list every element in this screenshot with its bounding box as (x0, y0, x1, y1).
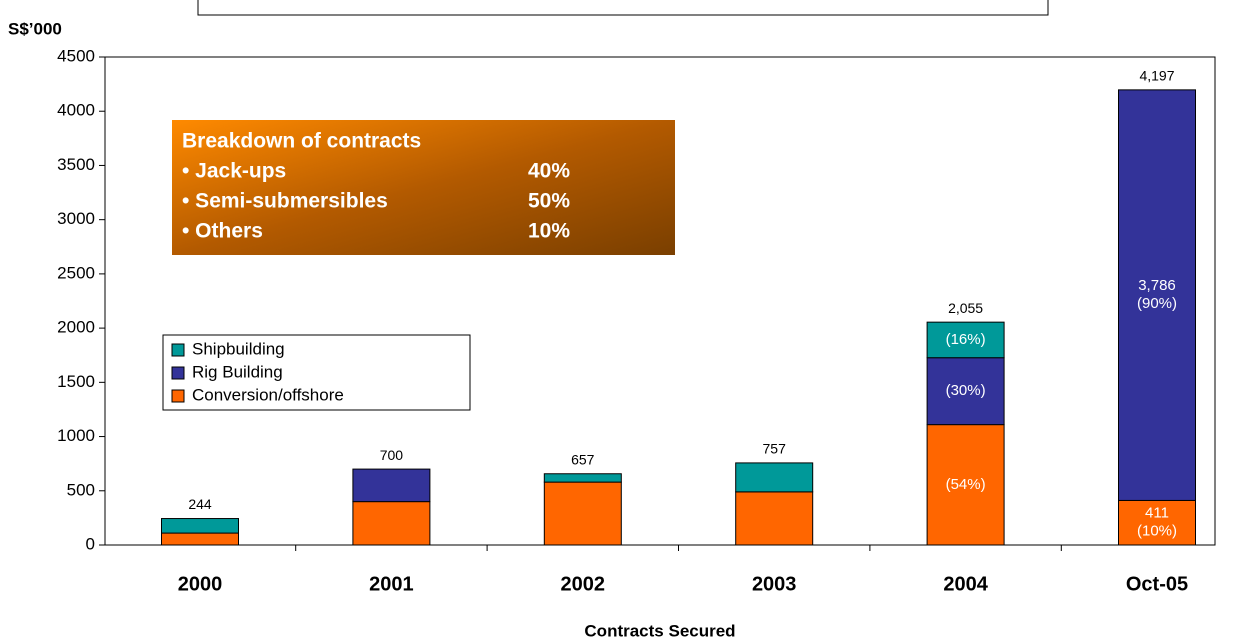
segment-share-label: (90%) (1137, 295, 1177, 312)
bar-segment (543, 473, 622, 483)
inset-item: • Semi-submersibles (182, 190, 388, 213)
y-tick-label: 0 (86, 534, 95, 553)
y-tick-label: 500 (67, 480, 95, 499)
bar-segment (161, 518, 239, 534)
total-label: 700 (380, 447, 404, 463)
y-tick-label: 1000 (57, 426, 95, 445)
inset-box (172, 120, 675, 255)
bar-segment (735, 462, 814, 493)
bar-segment (352, 468, 431, 503)
inset-share: 50% (528, 190, 570, 213)
legend-label: Conversion/offshore (192, 385, 344, 404)
legend-label: Rig Building (192, 362, 283, 381)
y-tick-label: 4000 (57, 101, 95, 120)
inset-item: • Jack-ups (182, 160, 286, 183)
title-box (197, 0, 1049, 16)
bar-segment (1118, 499, 1196, 546)
x-tick-label: 2004 (943, 573, 988, 595)
legend (162, 334, 471, 411)
bar-segment (543, 481, 622, 546)
bar-segment (926, 357, 1005, 426)
inset-title: Breakdown of contracts (182, 130, 421, 153)
bar-segment (352, 501, 431, 546)
segment-value-label: 3,786 (1138, 277, 1176, 294)
bar-segment (926, 321, 1005, 359)
segment-share-label: (54%) (946, 476, 986, 493)
y-axis-title: S$’000 (8, 19, 62, 38)
bar-segment (1118, 89, 1196, 501)
total-label: 4,197 (1139, 68, 1174, 84)
segment-share-label: (16%) (946, 331, 986, 348)
total-label: 757 (763, 441, 787, 457)
x-tick-label: 2001 (369, 573, 414, 595)
inset-item: • Others (182, 220, 263, 243)
segment-share-label: (30%) (946, 382, 986, 399)
legend-swatch (171, 366, 185, 380)
legend-label: Shipbuilding (192, 339, 285, 358)
bar-segment (926, 424, 1005, 546)
y-tick-label: 3000 (57, 209, 95, 228)
y-tick-label: 3500 (57, 155, 95, 174)
bar-segment (735, 491, 814, 546)
y-tick-label: 2500 (57, 263, 95, 282)
x-tick-label: 2003 (752, 573, 797, 595)
x-tick-label: 2002 (561, 573, 606, 595)
total-label: 244 (188, 496, 212, 512)
x-axis-title: Contracts Secured (584, 621, 735, 640)
total-label: 657 (571, 451, 595, 467)
legend-swatch (171, 389, 185, 403)
segment-share-label: (10%) (1137, 523, 1177, 540)
plot-frame (104, 56, 1216, 546)
legend-swatch (171, 343, 185, 357)
bar-segment (161, 532, 239, 546)
total-label: 2,055 (948, 300, 983, 316)
inset-share: 40% (528, 160, 570, 183)
segment-value-label: 411 (1145, 505, 1169, 522)
inset-share: 10% (528, 220, 570, 243)
y-tick-label: 2000 (57, 318, 95, 337)
y-tick-label: 1500 (57, 372, 95, 391)
x-tick-label: Oct-05 (1126, 573, 1188, 595)
y-tick-label: 4500 (57, 46, 95, 65)
x-tick-label: 2000 (178, 573, 223, 595)
